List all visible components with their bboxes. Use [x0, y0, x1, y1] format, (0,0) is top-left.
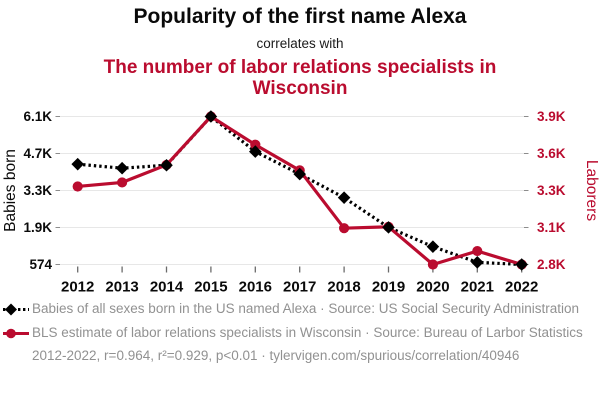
x-axis-tick-label: 2018	[327, 279, 360, 296]
laborers-series-marker-icon	[3, 328, 29, 338]
right-axis-tick-label: 3.6K	[537, 146, 566, 161]
right-axis-tick-label: 2.8K	[537, 257, 566, 272]
x-axis-tick-label: 2021	[461, 279, 494, 296]
legend-item-alexa-label: Babies of all sexes born in the US named…	[32, 301, 580, 316]
right-axis-tick-label: 3.9K	[537, 109, 566, 124]
circle-marker	[117, 177, 128, 188]
circle-marker	[72, 181, 83, 192]
chart-title: Popularity of the first name Alexa	[133, 5, 467, 28]
circle-marker	[472, 245, 483, 257]
x-axis-tick-label: 2012	[61, 279, 94, 296]
x-axis-tick-label: 2014	[150, 279, 184, 296]
right-axis-title: Laborers	[583, 160, 600, 221]
diamond-marker	[115, 161, 129, 175]
right-axis-tick-label: 3.1K	[537, 220, 566, 235]
x-axis-tick-label: 2017	[283, 279, 316, 296]
diamond-marker	[382, 221, 395, 234]
x-axis-tick-label: 2019	[372, 279, 405, 296]
diamond-marker	[293, 167, 306, 181]
circle-marker	[427, 259, 438, 270]
legend-item-laborers: BLS estimate of labor relations speciali…	[3, 325, 595, 342]
left-axis-title: Babies born	[2, 149, 19, 232]
header: Popularity of the first name Alexa corre…	[0, 0, 600, 99]
diamond-marker	[249, 145, 262, 158]
x-axis-tick-label: 2013	[105, 279, 138, 296]
footer-stats: 2012-2022, r=0.964, r²=0.929, p<0.01 · t…	[32, 348, 520, 363]
legend-item-laborers-label: BLS estimate of labor relations speciali…	[32, 324, 583, 340]
x-axis-tick-label: 2016	[239, 279, 272, 296]
diamond-marker	[71, 157, 84, 171]
diamond-marker	[515, 258, 528, 271]
x-axis-tick-label: 2022	[505, 279, 538, 296]
diamond-marker	[426, 240, 440, 253]
left-axis-tick-label: 3.3K	[23, 183, 52, 198]
circle-marker	[250, 139, 261, 150]
diamond-marker	[471, 256, 484, 269]
left-axis-tick-label: 6.1K	[23, 109, 52, 124]
chart-subtitle: The number of labor relations specialist…	[103, 57, 497, 99]
legend-item-alexa: Babies of all sexes born in the US named…	[3, 301, 595, 318]
correlates-with-label: correlates with	[256, 36, 344, 51]
left-axis-tick-label: 1.9K	[23, 220, 52, 235]
chart-svg: 6.1K 3.9K 4.7K 3.6K 3.3K 3.3K 1.9K 3.1K 574 2.8K 2…	[2, 109, 600, 296]
alexa-series-marker-icon	[3, 303, 29, 316]
left-axis-tick-label: 4.7K	[23, 146, 52, 161]
circle-marker	[339, 223, 350, 234]
legend-and-footer: Babies of all sexes born in the US named…	[3, 301, 595, 364]
x-axis-tick-label: 2020	[416, 279, 449, 296]
x-axis-tick-label: 2015	[194, 279, 227, 296]
diamond-marker	[337, 191, 351, 204]
diamond-marker	[204, 110, 218, 123]
right-axis-tick-label: 3.3K	[537, 183, 566, 198]
left-axis-tick-label: 574	[29, 257, 52, 272]
